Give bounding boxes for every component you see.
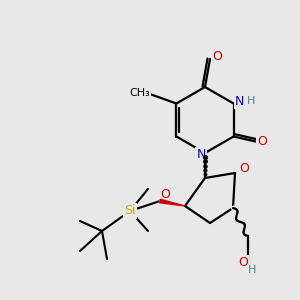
Text: H: H (248, 265, 256, 275)
Text: Si: Si (124, 205, 136, 218)
Text: O: O (258, 135, 268, 148)
Text: H: H (247, 97, 255, 106)
Text: O: O (238, 256, 248, 269)
Text: N: N (196, 148, 206, 161)
Text: N: N (235, 95, 244, 108)
Text: O: O (160, 188, 170, 202)
Text: O: O (212, 50, 222, 62)
Polygon shape (160, 199, 185, 206)
Text: CH₃: CH₃ (129, 88, 150, 98)
Text: O: O (239, 163, 249, 176)
